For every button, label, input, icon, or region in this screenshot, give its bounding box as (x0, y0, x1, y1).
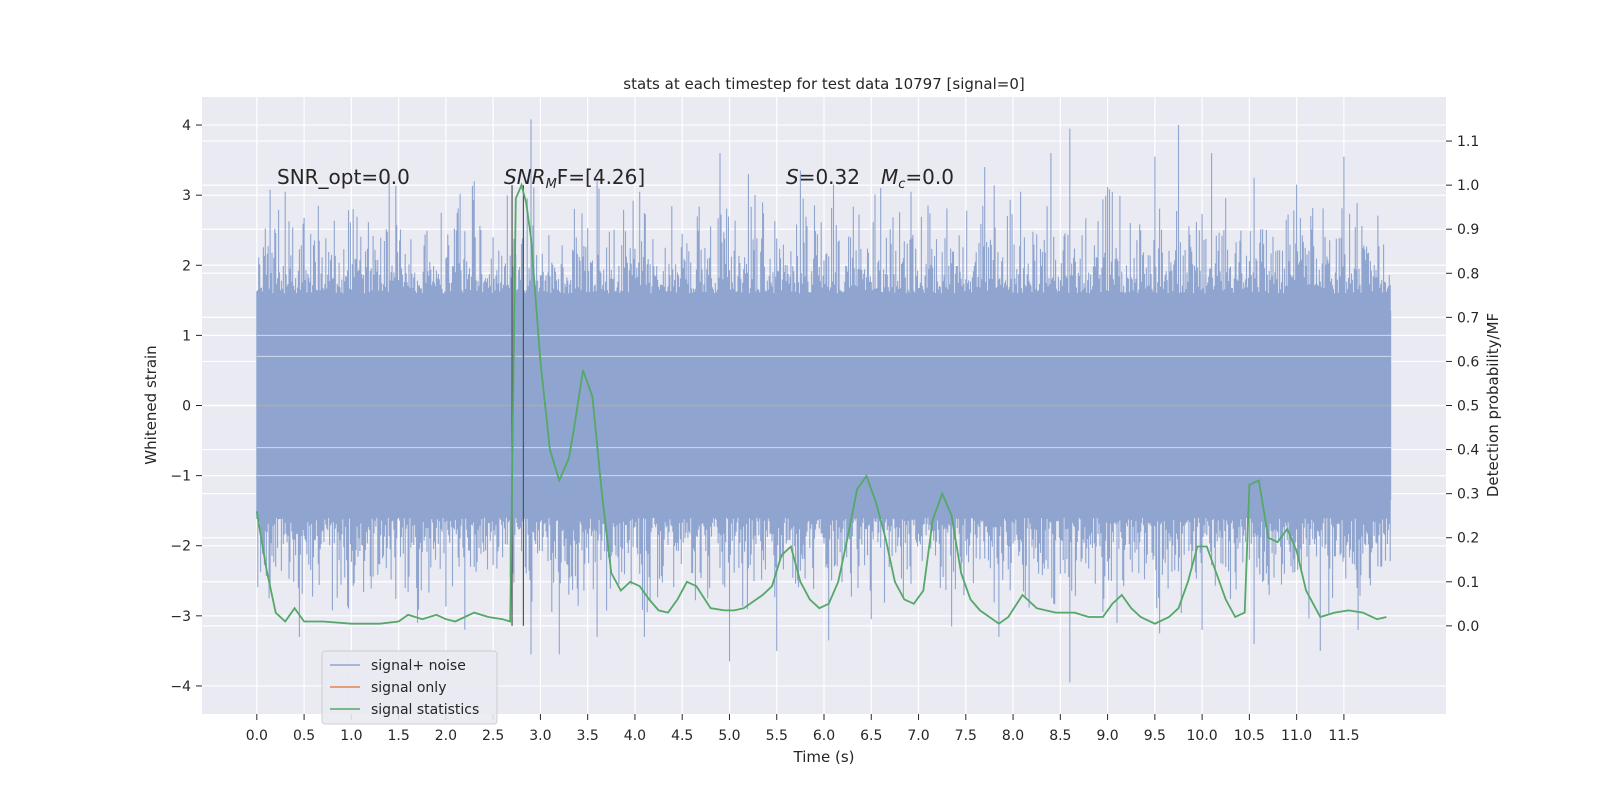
x-tick-label: 9.5 (1144, 728, 1166, 744)
y2-axis-ticks: 1.1 1.0 0.9 0.8 0.7 0.6 0.5 0.4 0.3 0.2 0.1 0.0 (1446, 134, 1479, 635)
x-tick-label: 2.0 (435, 728, 457, 744)
annotation-mc: Mc=0.0 (881, 165, 954, 192)
x-tick-label: 0.5 (293, 728, 315, 744)
x-tick-label: 3.5 (577, 728, 599, 744)
legend-label-signal-noise: signal+ noise (371, 658, 466, 674)
y2-tick-label: 0.4 (1457, 443, 1479, 459)
y-axis-ticks: 4 3 2 1 0 −1 −2 −3 −4 (170, 118, 202, 695)
x-tick-label: 8.0 (1002, 728, 1024, 744)
x-tick-label: 6.0 (813, 728, 835, 744)
x-axis-ticks: 0.0 0.5 1.0 1.5 2.0 2.5 3.0 3.5 4.0 4.5 5.0 5.5 6.0 6… (246, 714, 1359, 744)
y-tick-label: 2 (182, 258, 191, 274)
y2-tick-label: 0.3 (1457, 487, 1479, 503)
x-tick-label: 2.5 (482, 728, 504, 744)
y2-tick-label: 0.8 (1457, 266, 1479, 282)
signal-statistics-series (255, 182, 1387, 625)
legend-label-signal-statistics: signal statistics (371, 702, 479, 718)
y2-tick-label: 0.6 (1457, 354, 1479, 370)
x-tick-label: 11.5 (1328, 728, 1359, 744)
y2-tick-label: 0.0 (1457, 619, 1479, 635)
y-tick-label: 0 (182, 399, 191, 415)
x-axis-label: Time (s) (793, 748, 855, 766)
x-tick-label: 7.0 (907, 728, 929, 744)
y2-tick-label: 0.2 (1457, 531, 1479, 547)
legend-box (321, 650, 498, 725)
y-axis-label: Whitened strain (142, 345, 160, 464)
y-tick-label: 1 (182, 328, 191, 344)
y2-tick-label: 0.1 (1457, 575, 1479, 591)
x-tick-label: 11.0 (1281, 728, 1312, 744)
y-tick-label: 4 (182, 118, 191, 134)
x-tick-label: 9.0 (1096, 728, 1118, 744)
event-markers (511, 185, 524, 626)
y2-tick-label: 0.5 (1457, 399, 1479, 415)
x-tick-label: 0.0 (246, 728, 268, 744)
y-tick-label: 3 (182, 188, 191, 204)
y2-tick-label: 0.7 (1457, 310, 1479, 326)
legend-label-signal-only: signal only (371, 680, 446, 696)
x-tick-label: 5.0 (718, 728, 740, 744)
x-tick-label: 1.0 (340, 728, 362, 744)
signal-statistics-line (255, 182, 1387, 625)
x-tick-label: 4.0 (624, 728, 646, 744)
x-tick-label: 4.5 (671, 728, 693, 744)
y-tick-label: −1 (170, 469, 191, 485)
annotation-s: S=0.32 (786, 165, 860, 189)
y-tick-label: −3 (170, 609, 191, 625)
y2-tick-label: 0.9 (1457, 222, 1479, 238)
y-tick-label: −2 (170, 539, 191, 555)
y2-axis-label: Detection probability/MF (1484, 313, 1502, 497)
x-tick-label: 7.5 (955, 728, 977, 744)
x-tick-label: 5.5 (766, 728, 788, 744)
x-tick-label: 3.0 (529, 728, 551, 744)
chart-title: stats at each timestep for test data 107… (623, 75, 1024, 93)
annotation-snr-mf: SNRMF=[4.26] (504, 165, 645, 192)
y-tick-label: −4 (170, 679, 191, 695)
x-tick-label: 10.5 (1234, 728, 1265, 744)
x-tick-label: 8.5 (1049, 728, 1071, 744)
y2-tick-label: 1.0 (1457, 178, 1479, 194)
legend: signal+ noise signal only signal statist… (321, 650, 498, 725)
y2-tick-label: 1.1 (1457, 134, 1479, 150)
x-tick-label: 1.5 (387, 728, 409, 744)
x-tick-label: 6.5 (860, 728, 882, 744)
annotation-snr-opt: SNR_opt=0.0 (277, 165, 410, 189)
x-tick-label: 10.0 (1187, 728, 1218, 744)
